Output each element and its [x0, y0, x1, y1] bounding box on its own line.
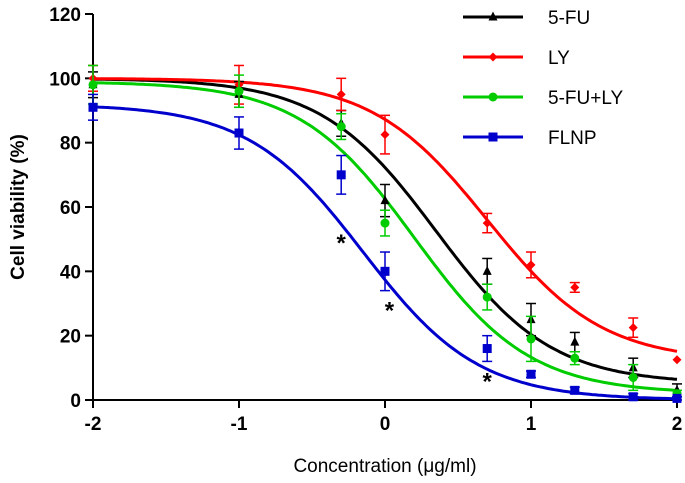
data-point-FLNP: [482, 344, 492, 354]
legend-marker: [488, 132, 498, 142]
data-point-LY: [570, 282, 580, 292]
legend-label: 5-FU+LY: [548, 88, 623, 109]
annotations: * * *: [337, 230, 493, 395]
legend: 5-FU LY 5-FU+LY FLNP: [463, 8, 623, 149]
data-point-FLNP: [380, 266, 390, 276]
data-point-5-FU+LY: [482, 292, 492, 302]
data-point-5-FU+LY: [234, 86, 244, 96]
y-tick-label: 80: [60, 134, 81, 155]
x-tick-label: 1: [526, 414, 537, 435]
data-point-LY: [336, 89, 346, 99]
data-point-FLNP: [570, 385, 580, 395]
data-point-5-FU+LY: [380, 218, 390, 228]
data-point-FLNP: [336, 170, 346, 180]
x-tick-label: 0: [380, 414, 391, 435]
y-tick-label: 60: [60, 198, 81, 219]
data-point-5-FU: [380, 195, 390, 205]
data-point-FLNP: [672, 393, 682, 403]
data-point-LY: [380, 130, 390, 140]
fit-curve-5-FU: [92, 77, 678, 381]
data-point-FLNP: [526, 369, 536, 379]
data-point-FLNP: [234, 128, 244, 138]
y-tick-label: 40: [60, 262, 81, 283]
data-point-5-FU+LY: [526, 334, 536, 344]
data-points: [88, 64, 682, 403]
data-point-5-FU: [570, 336, 580, 346]
data-point-LY: [628, 323, 638, 333]
significance-asterisk: *: [337, 230, 347, 257]
data-point-5-FU+LY: [88, 80, 98, 90]
x-axis-label: Concentration (μg/ml): [293, 456, 476, 477]
x-tick-label: 2: [672, 414, 683, 435]
data-point-5-FU+LY: [628, 372, 638, 382]
y-axis-label: Cell viability (%): [8, 134, 29, 280]
legend-marker: [488, 92, 498, 102]
y-tick-label: 100: [49, 69, 81, 90]
legend-marker: [488, 52, 498, 62]
x-tick-label: -1: [231, 414, 248, 435]
data-point-5-FU+LY: [336, 122, 346, 132]
legend-label: 5-FU: [548, 8, 590, 29]
legend-marker: [488, 11, 498, 21]
data-point-LY: [526, 260, 536, 270]
data-point-LY: [482, 218, 492, 228]
significance-asterisk: *: [385, 298, 395, 325]
data-point-FLNP: [628, 392, 638, 402]
y-tick-label: 20: [60, 327, 81, 348]
data-point-5-FU+LY: [570, 353, 580, 363]
legend-label: FLNP: [548, 128, 597, 149]
y-tick-label: 120: [49, 5, 81, 26]
data-point-5-FU: [482, 265, 492, 275]
data-point-LY: [672, 355, 682, 365]
x-tick-label: -2: [85, 414, 102, 435]
data-point-FLNP: [88, 102, 98, 112]
significance-asterisk: *: [483, 368, 493, 395]
legend-label: LY: [548, 48, 570, 69]
y-tick-label: 0: [70, 391, 81, 412]
